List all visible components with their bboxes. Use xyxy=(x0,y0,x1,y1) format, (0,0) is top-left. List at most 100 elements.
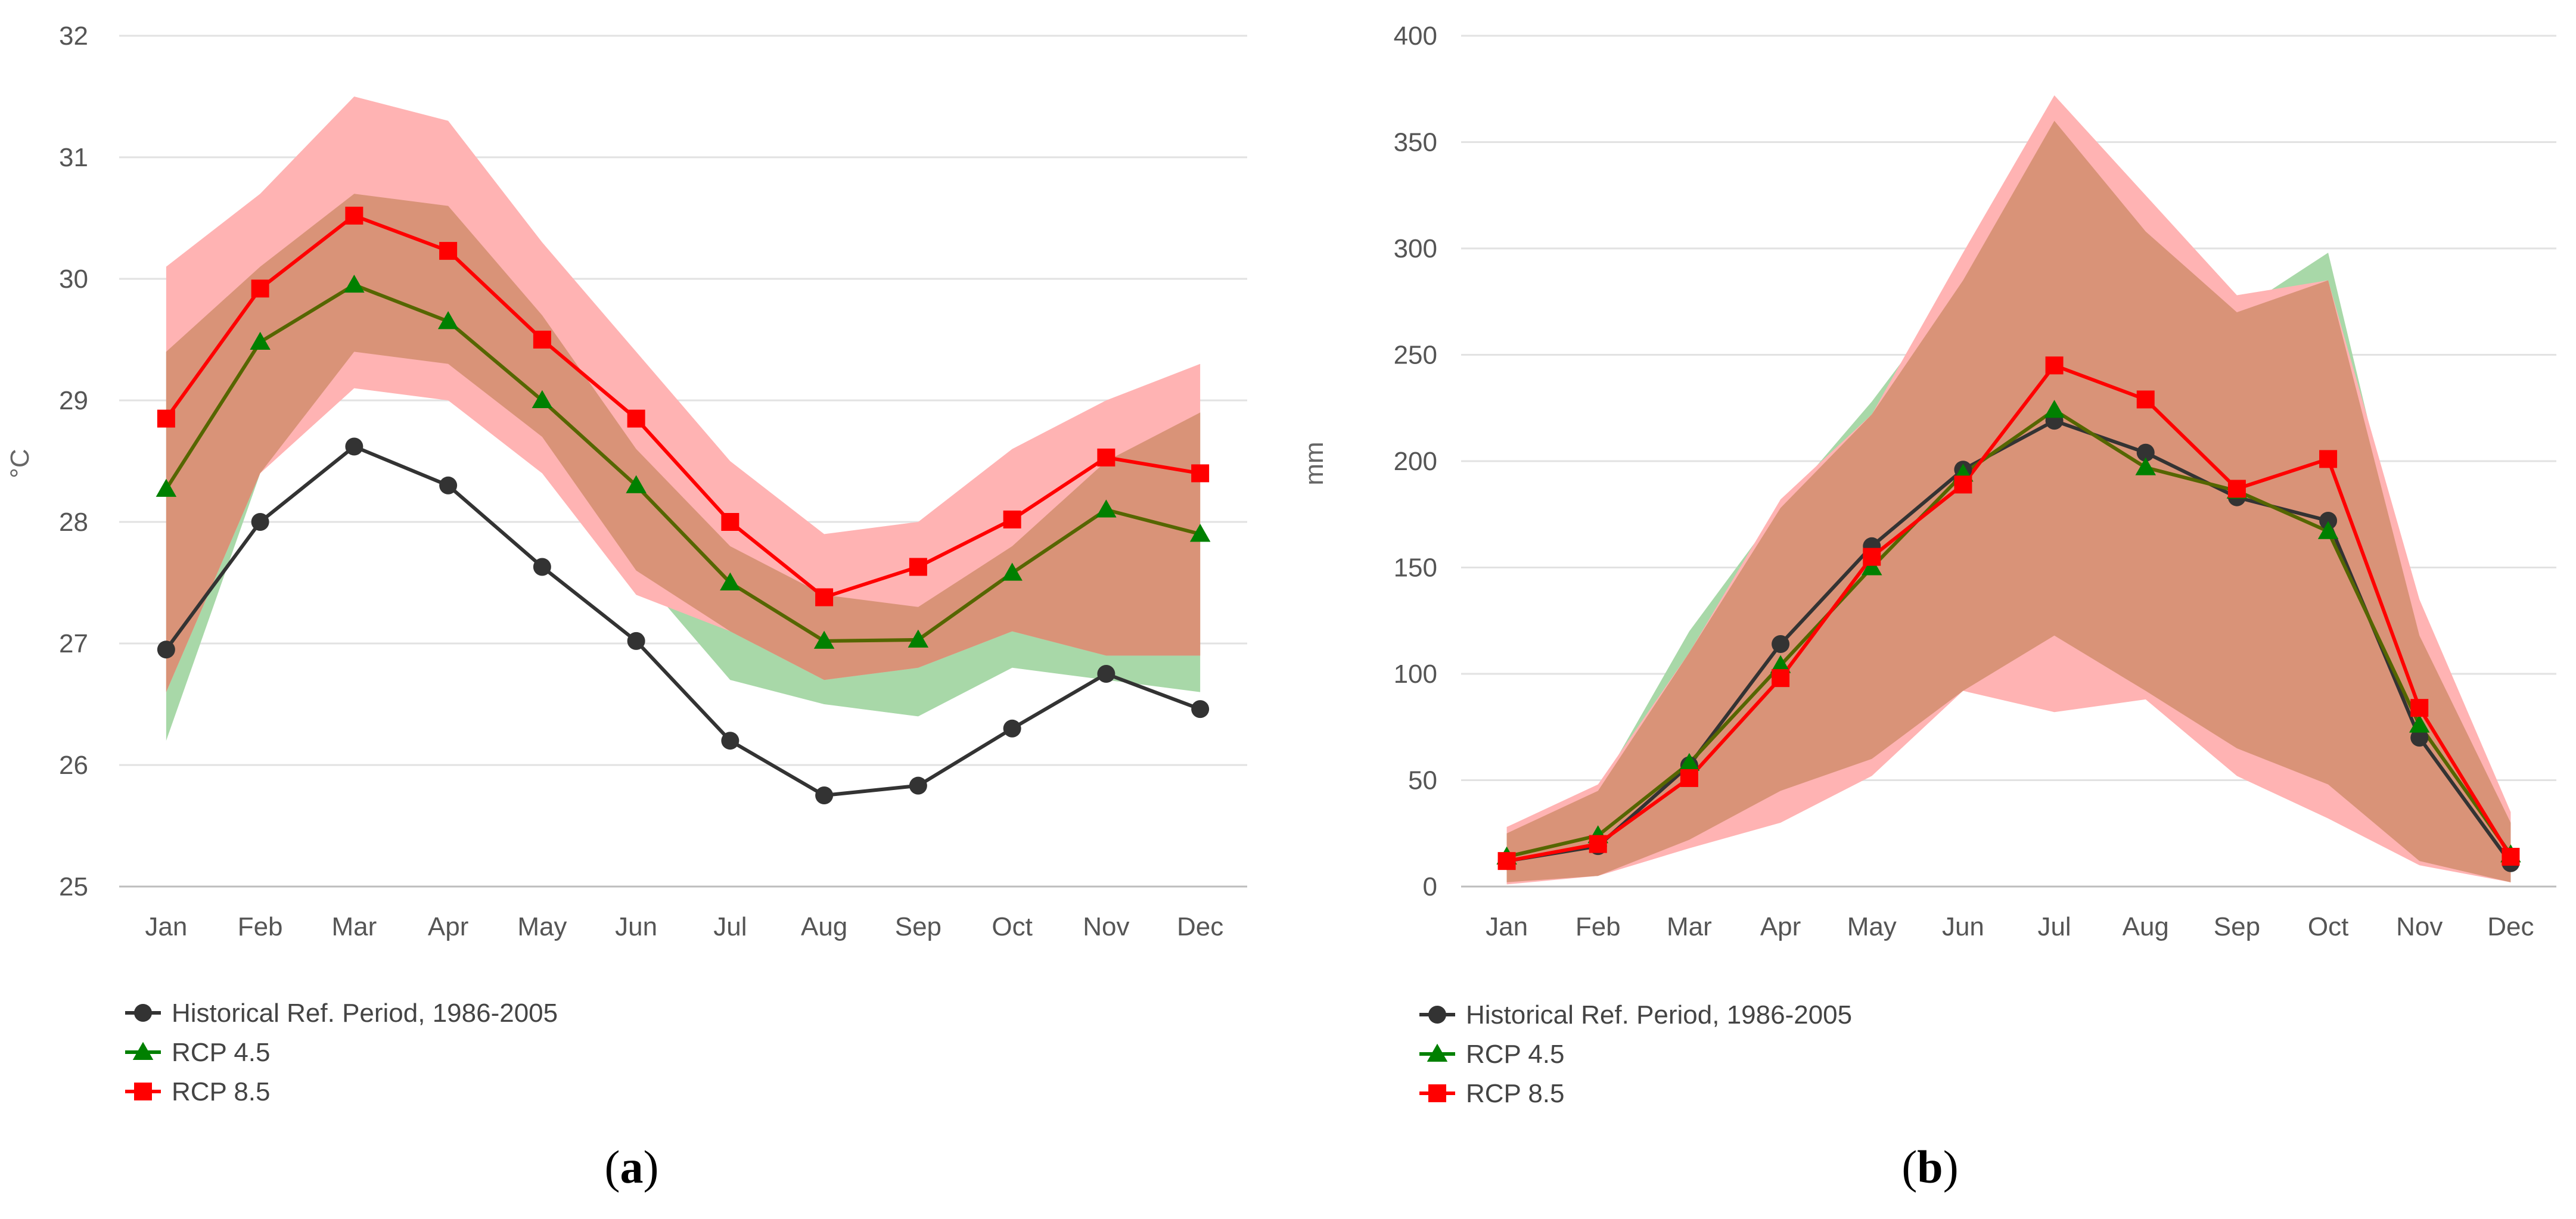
data-point xyxy=(1770,655,1791,673)
data-point xyxy=(909,558,927,576)
legend-label: Historical Ref. Period, 1986-2005 xyxy=(1466,1000,1852,1030)
data-point xyxy=(1191,464,1210,483)
legend-label: RCP 8.5 xyxy=(1466,1079,1565,1108)
data-point xyxy=(626,475,647,493)
data-point xyxy=(721,513,739,531)
data-point xyxy=(720,572,741,590)
legend-marker xyxy=(1427,1043,1448,1062)
data-point xyxy=(532,390,553,408)
y-tick-label: 28 xyxy=(59,508,88,537)
x-tick-label: May xyxy=(517,912,567,941)
x-tick-label: Jan xyxy=(1486,912,1528,941)
data-point xyxy=(1096,499,1117,518)
legend-marker xyxy=(132,1041,154,1060)
x-tick-label: Oct xyxy=(992,912,1032,941)
data-point xyxy=(1097,448,1115,467)
range-bands xyxy=(1506,95,2511,885)
x-tick-label: Jun xyxy=(1942,912,1984,941)
y-axis-label: mm xyxy=(1300,441,1329,485)
data-point xyxy=(1863,548,1881,566)
data-point xyxy=(251,513,269,531)
data-point xyxy=(1862,557,1882,576)
data-point xyxy=(1002,562,1023,581)
y-tick-label: 26 xyxy=(59,751,88,780)
data-point xyxy=(533,331,551,349)
series-line-2 xyxy=(164,213,1201,599)
data-point xyxy=(1954,475,1972,494)
panel-label-open: ( xyxy=(605,1141,620,1193)
data-point xyxy=(2136,443,2155,462)
panel-label-close: ) xyxy=(1943,1141,1959,1193)
y-tick-labels: 25 26 27 28 29 30 31 32 xyxy=(59,21,88,901)
y-tick-label: 32 xyxy=(59,21,88,51)
panel-label-open: ( xyxy=(1901,1141,1917,1193)
y-tick-label: 400 xyxy=(1394,21,1437,51)
y-tick-label: 0 xyxy=(1423,872,1437,901)
y-tick-label: 300 xyxy=(1394,234,1437,263)
data-point xyxy=(1497,852,1516,870)
x-tick-label: Sep xyxy=(2214,912,2260,941)
chart-b: 0 50 100 150 200 250 300 350 400 Jan Feb Mar Apr May… xyxy=(1300,21,2556,1193)
data-point xyxy=(2227,480,2246,498)
data-point xyxy=(1589,835,1607,853)
series-markers xyxy=(156,206,1211,804)
legend-label: RCP 4.5 xyxy=(1466,1040,1565,1069)
legend-marker xyxy=(1428,1006,1446,1024)
panel-label: (b) xyxy=(1901,1141,1958,1193)
data-point xyxy=(627,632,645,650)
series-line-0 xyxy=(1506,419,2512,865)
legend-marker xyxy=(1428,1084,1446,1102)
data-point xyxy=(1680,769,1698,787)
data-point xyxy=(2045,356,2064,375)
data-point xyxy=(815,588,834,607)
data-point xyxy=(439,242,458,260)
panel-label-letter: b xyxy=(1917,1141,1943,1193)
data-point xyxy=(345,437,363,456)
x-tick-label: Mar xyxy=(1667,912,1712,941)
data-point xyxy=(437,311,459,329)
data-point xyxy=(2317,521,2339,539)
y-tick-label: 29 xyxy=(59,386,88,415)
data-point xyxy=(251,279,269,298)
legend-label: RCP 4.5 xyxy=(172,1038,271,1067)
x-tick-labels: Jan Feb Mar Apr May Jun Jul Aug Sep Oct Nov Dec xyxy=(145,912,1223,941)
x-tick-label: Aug xyxy=(801,912,847,941)
x-tick-label: Jan xyxy=(145,912,187,941)
data-point xyxy=(2502,848,2520,866)
data-point xyxy=(721,732,739,750)
legend: Historical Ref. Period, 1986-2005 RCP 4.5… xyxy=(125,999,558,1106)
x-tick-label: Dec xyxy=(1177,912,1223,941)
range-band-overlap xyxy=(1506,120,2511,882)
data-point xyxy=(2044,400,2065,418)
series-lines xyxy=(164,213,1201,797)
panel-label-close: ) xyxy=(644,1141,659,1193)
data-point xyxy=(2136,390,2155,409)
data-point xyxy=(2135,457,2156,475)
x-tick-label: Nov xyxy=(2396,912,2443,941)
data-point xyxy=(2319,450,2338,468)
data-point xyxy=(1679,752,1700,771)
legend-marker xyxy=(134,1083,152,1100)
x-tick-label: May xyxy=(1847,912,1897,941)
data-point xyxy=(1097,665,1115,683)
data-point xyxy=(157,640,175,659)
x-tick-label: Sep xyxy=(895,912,941,941)
series-line-2 xyxy=(1506,363,2512,863)
data-point xyxy=(1189,524,1211,542)
x-tick-label: Jun xyxy=(615,912,657,941)
data-point xyxy=(2319,511,2338,530)
y-tick-label: 350 xyxy=(1394,128,1437,157)
y-tick-label: 100 xyxy=(1394,660,1437,689)
panel-label: (a) xyxy=(605,1141,659,1193)
data-point xyxy=(1772,669,1790,688)
series-markers xyxy=(1496,356,2521,872)
series-line-0 xyxy=(164,444,1201,797)
panel-label-letter: a xyxy=(620,1141,644,1193)
x-tick-label: Feb xyxy=(238,912,283,941)
data-point xyxy=(1003,510,1021,528)
legend: Historical Ref. Period, 1986-2005 RCP 4.5… xyxy=(1419,1000,1852,1108)
data-point xyxy=(2409,714,2430,733)
data-point xyxy=(909,776,927,795)
data-point xyxy=(250,331,271,350)
series-line-1 xyxy=(164,283,1201,643)
